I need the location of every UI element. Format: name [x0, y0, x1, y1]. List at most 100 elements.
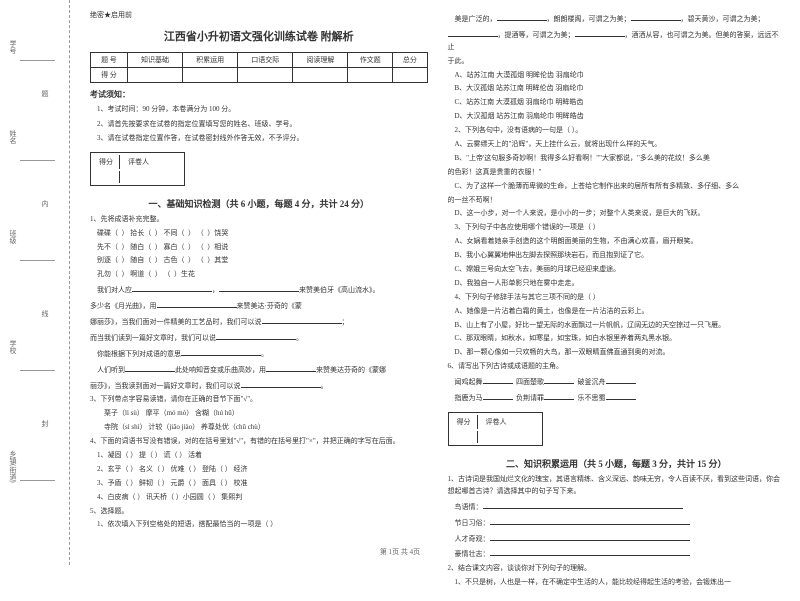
binding-label-school: 学校: [8, 340, 18, 354]
instruction: 3、请在试卷指定位置作答，在试卷密封线外作答无效，不予评分。: [90, 132, 428, 145]
question-line: 美是广泛的，，朗朗楼阁，可谓之为美；，碧天黄沙，可谓之为美；: [448, 12, 786, 26]
part2-title: 二、知识积累运用（共 5 小题，每题 3 分，共计 15 分）: [448, 457, 786, 470]
question-line: 你能根据下列对成语的意思。: [90, 347, 428, 361]
th: 阅读理解: [293, 53, 348, 68]
option: A、云雾缥天上的"沿辉"，天上挂什么云，就将出现什么样的天气。: [448, 139, 786, 151]
seal-char-4: 封: [40, 420, 50, 427]
question-line: 于此。: [448, 56, 786, 68]
binding-line: [20, 370, 55, 371]
question-line: 栗子（lì sù） 摩平（mó mò） 含糊（hú hū）: [90, 408, 428, 420]
question-line: 孔勿（ ） 啊道（ ） （ ）生花: [90, 269, 428, 281]
option: D、那一颗心像如一只欢畅的大鸟，那一双眼睛直佛直通到奥的对流。: [448, 347, 786, 359]
instruction: 2、请首先按要求在试卷的指定位置填写您的姓名、班级、学号。: [90, 118, 428, 131]
blank: [544, 391, 574, 400]
option: C、那双眼睛，如秋水，如寒星，如宝珠，如白水银里养着两丸黑水银。: [448, 333, 786, 345]
right-column: 美是广泛的，，朗朗楼阁，可谓之为美；，碧天黄沙，可谓之为美； ，提酒等，可谓之为…: [448, 10, 786, 591]
option: C、为了这样一个脆薄而卑微的生命，上苍给它制作出来的居所有所有多精致、多仔细、多…: [448, 181, 786, 193]
blank: [575, 28, 625, 37]
option: A、女娲看着她亲手创造的这个明朗面美丽的生物，不由满心欢喜，眉开眼笑。: [448, 236, 786, 248]
question-line: 指鹿为马 负荆请罪 乐不思蜀: [448, 391, 786, 405]
td: [451, 431, 478, 443]
option: A、站苏江南 大漠孤烟 明眸伦齿 羽扇纶巾: [448, 70, 786, 82]
question: 1、先将成语补充完整。: [90, 214, 428, 226]
question-line: 1、依次填入下列空格处的短语，搭配最恰当的一项是（ ）: [90, 519, 428, 531]
question-line: 碟碟（ ） 拾长（ ） 不同（ ） （ ）饶哭: [90, 228, 428, 240]
question: 3、下列带点字容易读错，请你在正确的音节下面"√"。: [90, 394, 428, 406]
option: B、大汉孤烟 站苏江南 明眸伦齿 羽扇纶巾: [448, 83, 786, 95]
instruction: 1、考试时间：90 分钟，本卷满分为 100 分。: [90, 103, 428, 116]
option: D、这一小步，对一个人来说，是小小的一步；对整个人类来说，是巨大的飞跃。: [448, 208, 786, 220]
td: [393, 68, 427, 83]
blank: [219, 283, 299, 292]
blank: [497, 12, 547, 21]
td: 得 分: [91, 68, 128, 83]
option: A、她像是一片沾着白霜的黄土，也像是在一片沾洁的云彩上。: [448, 306, 786, 318]
td: [127, 68, 182, 83]
td: [183, 68, 238, 83]
blank: [606, 375, 636, 384]
binding-label-name: 姓名: [8, 130, 18, 144]
blank: [262, 315, 342, 324]
score-label: 得分: [93, 155, 120, 169]
binding-line: [20, 260, 55, 261]
blank: [606, 391, 636, 400]
th: 作文题: [348, 53, 393, 68]
option-cont: 的一丝不苟啊！: [448, 195, 786, 207]
question-line: 闻鸡起舞 四面楚歌 破釜沉舟: [448, 375, 786, 389]
blank: [266, 363, 316, 372]
blank: [216, 331, 296, 340]
blank: [544, 375, 574, 384]
blank: [490, 532, 690, 541]
binding-label-class: 班级: [8, 230, 18, 244]
question-line: 别逐（ ） 随自（ ） 古色（ ） （ ）其堂: [90, 255, 428, 267]
page-footer: 第 1页 共 4页: [0, 547, 800, 557]
question: 5、选择题。: [90, 506, 428, 518]
binding-line: [20, 160, 55, 161]
question-line: 娜丽莎》，当我们面对一件精美的工艺品时，我们可以说；: [90, 315, 428, 329]
question-line: 人们听到此处响知音变或乐曲高妙，用来赞美达芬奇的《蒙娜: [90, 363, 428, 377]
question-line: 2、玄乎（ ） 名义（ ） 优难（ ） 登陆（ ） 经济: [90, 464, 428, 476]
secret-marking: 绝密★启用前: [90, 10, 428, 20]
question-line: 而当我们读到一篇好文章时，我们可以说。: [90, 331, 428, 345]
blank: [490, 516, 690, 525]
score-table: 题 号知识基础积累运用口语交际阅读理解作文题总分 得 分: [90, 52, 428, 83]
question-line: 鸟语情：: [448, 500, 786, 514]
question-line: 3、予盾（ ） 鲜韧（ ） 元爵（ ） 面具（ ） 校准: [90, 478, 428, 490]
question-line: ，提酒等，可谓之为美；，酒洒从容，也可谓之为美。但美的答案，远远不止: [448, 28, 786, 54]
question-line: 多少名《月光曲》，用来赞美达·芬奇的《蒙: [90, 299, 428, 313]
blank: [181, 347, 261, 356]
binding-label-id: 学号: [8, 40, 18, 54]
question-line: 先不（ ） 随白（ ） 寡白（ ） （ ）相说: [90, 242, 428, 254]
question-line: 1、不只是树，人也是一样，在不确定中生活的人，能比较经得起生活的考验，会锻炼出一: [448, 577, 786, 589]
td: [348, 68, 393, 83]
question-line: 节日习俗：: [448, 516, 786, 530]
option: C、站苏江南 大漠孤烟 羽扇纶巾 明眸皓齿: [448, 97, 786, 109]
th: 积累运用: [183, 53, 238, 68]
part1-title: 一、基础知识检测（共 6 小题，每题 4 分，共计 24 分）: [90, 197, 428, 210]
option: B、"上帝'这句服多奇妙啊！我得多么好看啊！""大家都说，"多么美的花纹！多么美: [448, 153, 786, 165]
td: [238, 68, 293, 83]
td: [293, 68, 348, 83]
option: B、我小心翼翼地伸出左脚去探照那块岩石，而且抱到证了它。: [448, 250, 786, 262]
question: 6、请写出下列古诗或成语题的主角。: [448, 361, 786, 373]
grader-label: 评卷人: [480, 415, 540, 429]
score-entry: 得分评卷人: [448, 412, 543, 446]
th: 知识基础: [127, 53, 182, 68]
exam-title: 江西省小升初语文强化训练试卷 附解析: [90, 28, 428, 44]
left-column: 绝密★启用前 江西省小升初语文强化训练试卷 附解析 题 号知识基础积累运用口语交…: [90, 10, 428, 591]
blank: [483, 500, 683, 509]
binding-line: [20, 480, 55, 481]
td: [93, 171, 120, 183]
question-line: 丽莎》，当我读到面对一篇好文章时，我们可以说。: [90, 379, 428, 393]
th: 口语交际: [238, 53, 293, 68]
question: 4、下面的词语书写没有错误，对的在括号里划"√"，有错的在括号里打"×"，并把正…: [90, 436, 428, 448]
blank: [483, 375, 513, 384]
td: [480, 431, 540, 443]
option: D、大汉孤烟 站苏江南 羽扇纶巾 明眸皓齿: [448, 111, 786, 123]
question-line: 4、白皮病（ ） 讯天桥（ ）小园圆（ ） 集熙判: [90, 492, 428, 504]
question-line: 2、下列各句中，没有语病的一句是（ ）。: [448, 125, 786, 137]
th: 总分: [393, 53, 427, 68]
td: [122, 171, 182, 183]
blank: [241, 379, 321, 388]
main-content: 绝密★启用前 江西省小升初语文强化训练试卷 附解析 题 号知识基础积累运用口语交…: [75, 0, 800, 601]
